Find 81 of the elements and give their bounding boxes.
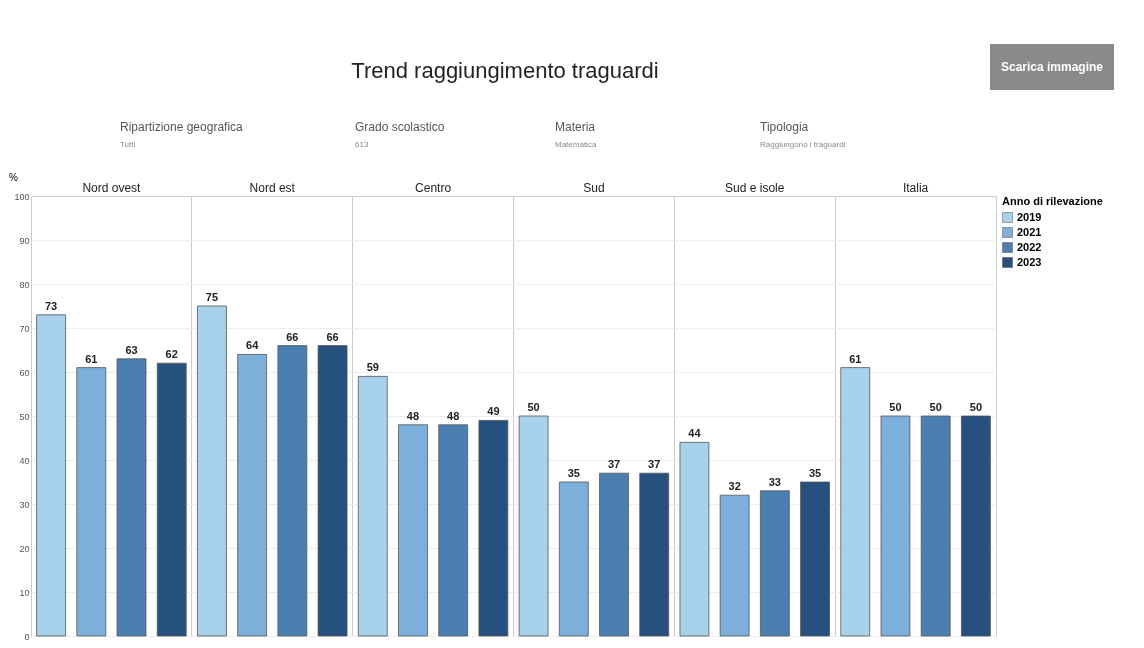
data-label: 37	[648, 458, 661, 471]
bar	[438, 424, 469, 637]
legend-label: 2022	[1017, 240, 1042, 253]
bar	[197, 305, 227, 637]
bar	[639, 472, 670, 637]
y-tick-label: 10	[19, 587, 30, 598]
data-label: 66	[326, 330, 339, 343]
data-label: 44	[688, 427, 702, 440]
text: Raggiungono i traguardi	[760, 140, 846, 149]
data-label: 64	[246, 339, 260, 352]
data-label: 50	[889, 401, 902, 413]
y-tick-label: 80	[19, 279, 30, 290]
data-label: 48	[447, 409, 460, 422]
bar	[599, 472, 629, 637]
text: Tipologia	[760, 120, 810, 134]
text: Materia	[555, 120, 596, 134]
bar	[478, 420, 509, 637]
y-tick-label: 50	[19, 411, 30, 422]
y-tick-label: 70	[19, 323, 30, 334]
text: Grado scolastico	[355, 120, 445, 134]
y-axis-title: %	[9, 171, 19, 183]
bar	[719, 494, 750, 637]
bar	[36, 314, 66, 637]
x-tick-label: Italia	[902, 180, 929, 195]
data-label: 49	[487, 405, 500, 418]
data-label: 66	[286, 330, 299, 343]
bar	[518, 415, 549, 637]
bar	[277, 345, 308, 637]
data-label: 35	[567, 467, 580, 479]
text: Tutti	[120, 140, 137, 149]
data-label: 63	[125, 343, 138, 356]
x-tick-label: Nord ovest	[82, 180, 142, 195]
bar	[156, 362, 187, 637]
data-label: 62	[165, 348, 178, 361]
bar	[920, 415, 951, 637]
y-tick-label: 100	[14, 191, 30, 202]
x-tick-label: Nord est	[249, 180, 296, 195]
bar	[961, 415, 991, 637]
legend-label: 2021	[1017, 225, 1042, 238]
data-label: 48	[406, 409, 420, 422]
y-tick-label: 60	[19, 367, 30, 378]
data-label: 61	[849, 352, 862, 365]
data-label: 75	[205, 291, 219, 303]
bar	[679, 442, 710, 637]
bar	[840, 367, 871, 637]
bar	[237, 354, 268, 637]
data-label: 50	[527, 401, 540, 413]
data-label: 50	[969, 401, 983, 413]
y-tick-label: 40	[19, 455, 30, 466]
text: Ripartizione geografica	[120, 120, 243, 134]
y-tick-label: 0	[24, 631, 30, 642]
x-tick-label: Centro	[415, 180, 452, 195]
data-label: 32	[728, 480, 741, 493]
legend-title: Anno di rilevazione	[1002, 195, 1103, 207]
data-label: 35	[808, 467, 822, 479]
data-label: 50	[929, 401, 942, 413]
bar	[116, 358, 147, 637]
bar	[800, 481, 830, 637]
x-tick-label: Sud e isole	[725, 180, 785, 195]
data-label: 33	[768, 475, 781, 488]
data-label: 61	[85, 352, 98, 365]
bar	[317, 345, 348, 637]
text: Matematica	[555, 140, 597, 149]
y-tick-label: 30	[19, 499, 30, 510]
bar	[76, 367, 107, 637]
bar	[357, 376, 388, 637]
data-label: 59	[366, 361, 379, 374]
legend-label: 2023	[1017, 255, 1042, 268]
data-label: 37	[607, 458, 621, 471]
y-tick-label: 20	[19, 543, 30, 554]
text: 613	[355, 140, 370, 149]
text: Scarica immagine	[990, 44, 1114, 90]
x-tick-label: Sud	[583, 180, 605, 195]
data-label: 73	[44, 299, 58, 312]
chart-title: Trend raggiungimento traguardi	[351, 58, 659, 83]
bar	[880, 415, 911, 637]
y-tick-label: 90	[19, 235, 30, 246]
bar	[759, 490, 790, 637]
bar	[398, 424, 428, 637]
bar	[558, 481, 589, 637]
legend-label: 2019	[1017, 210, 1042, 223]
